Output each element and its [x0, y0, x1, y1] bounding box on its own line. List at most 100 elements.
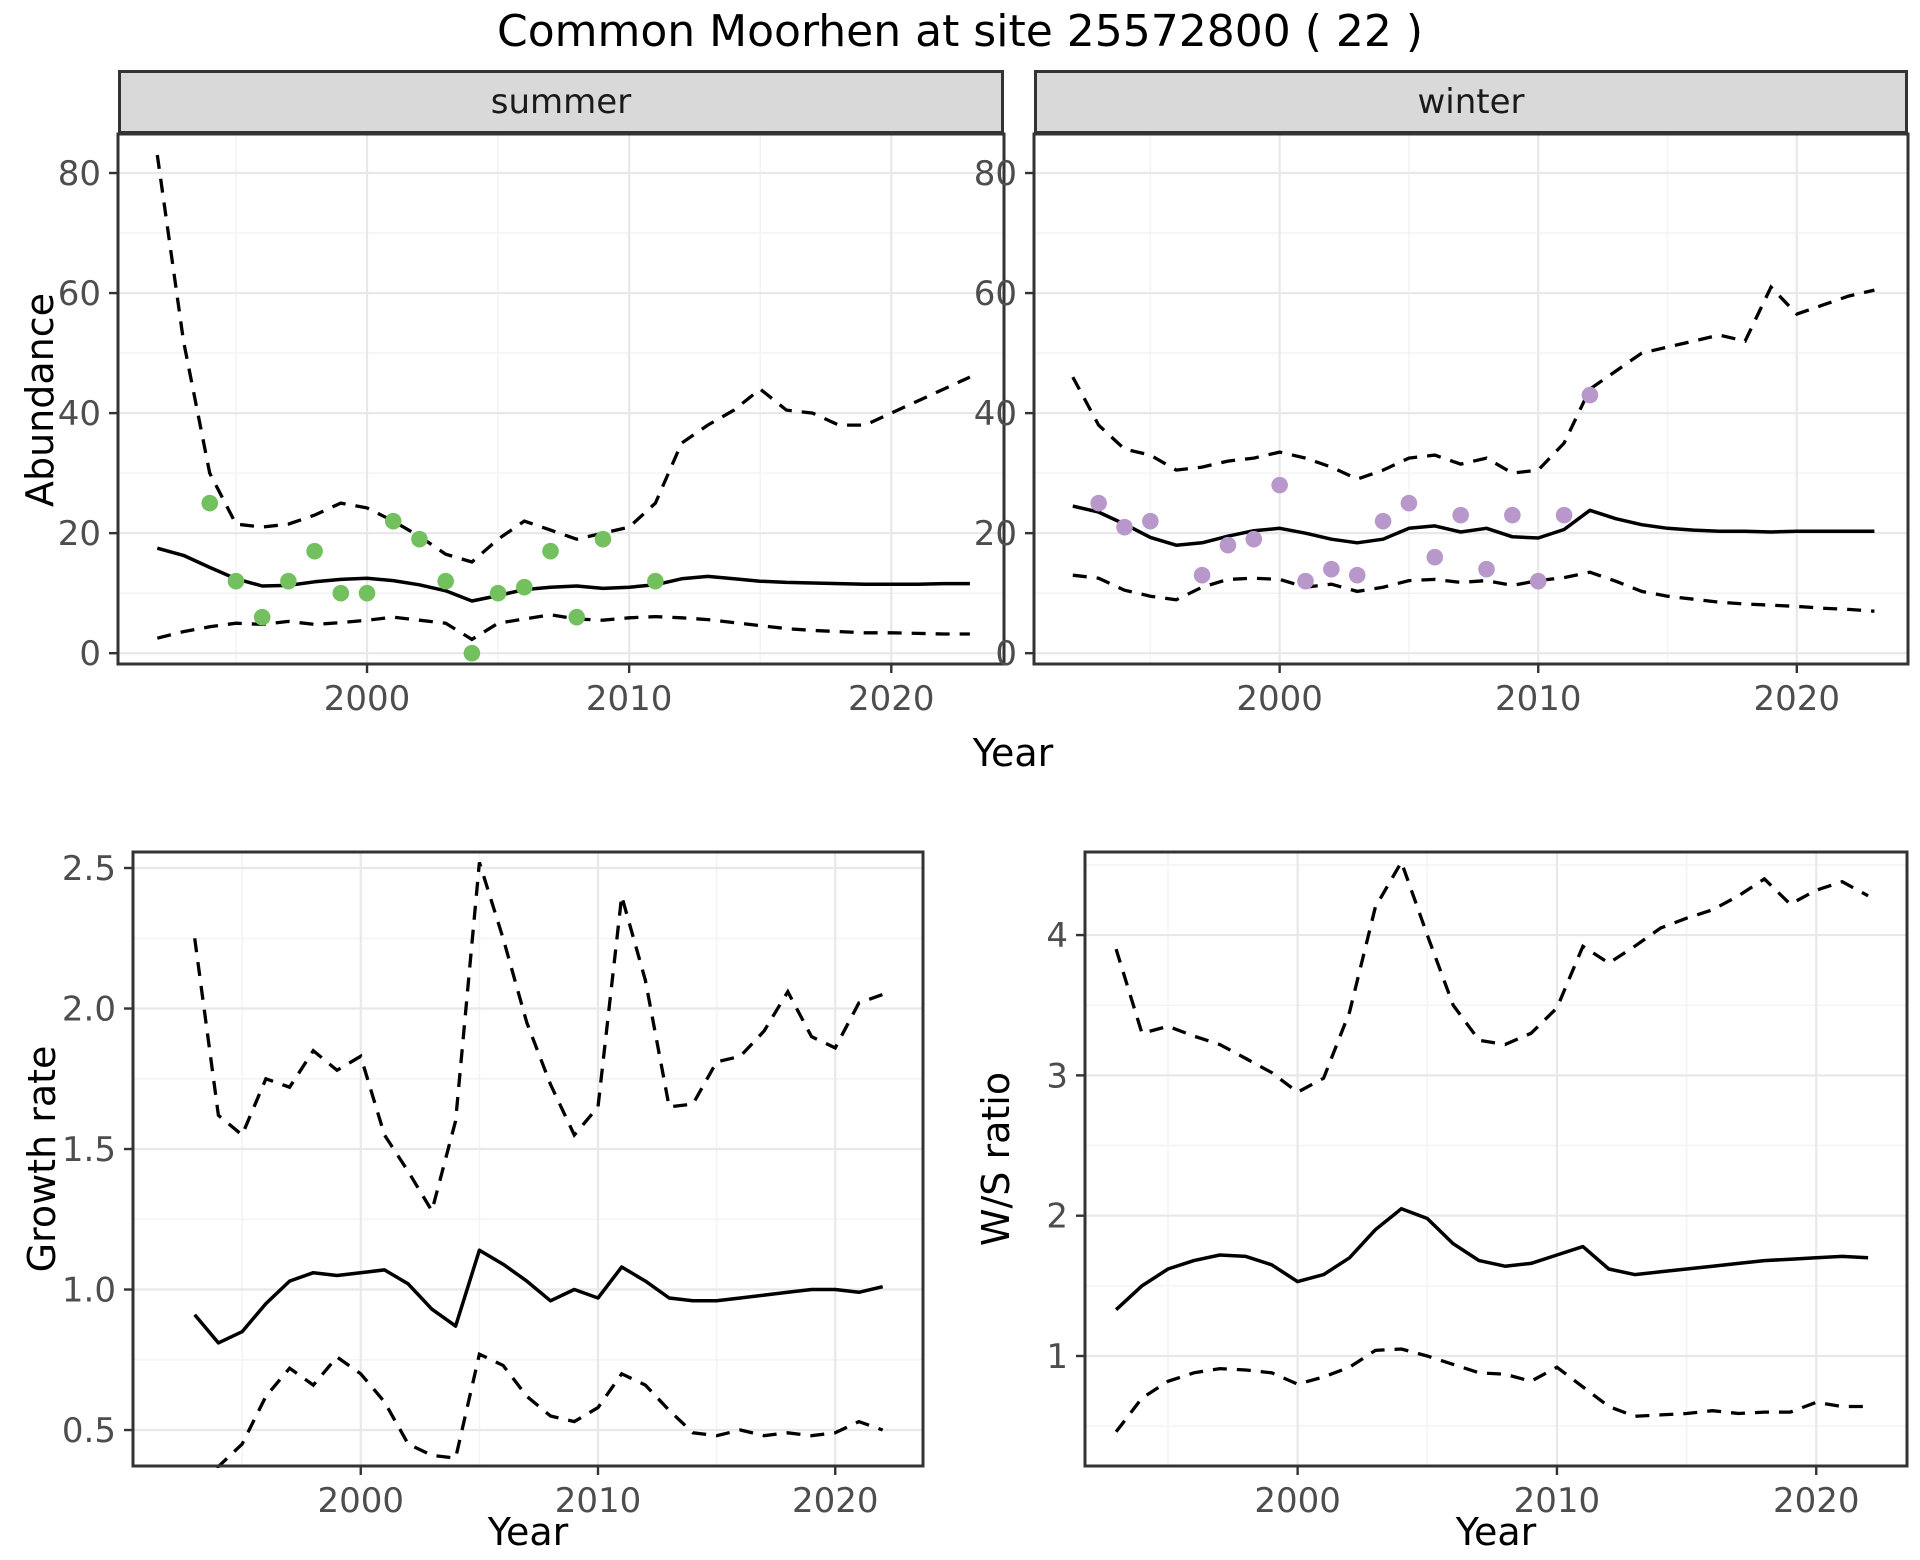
- y-tick-label: 60: [58, 274, 101, 314]
- panel-background: [133, 852, 923, 1466]
- data-point: [594, 530, 612, 548]
- data-point: [1504, 506, 1521, 524]
- data-point: [227, 572, 245, 590]
- series-group: [1114, 858, 1869, 1433]
- data-point: [1452, 506, 1469, 524]
- facet-strip-winter: winter: [1034, 70, 1908, 134]
- data-point: [1581, 386, 1599, 404]
- x-tick-label: 2020: [848, 679, 935, 719]
- panel-border: [1083, 850, 1909, 1468]
- data-point: [411, 530, 428, 548]
- y-tick-label: 0: [79, 634, 101, 674]
- growth-rate-axis-label: Growth rate: [20, 1045, 64, 1273]
- y-tick-label: 20: [974, 514, 1017, 554]
- y-tick-label: 80: [58, 154, 101, 194]
- x-tick-label: 2020: [792, 1481, 879, 1521]
- data-point: [1116, 518, 1133, 536]
- ci-lower-line: [1072, 570, 1875, 613]
- fit-line: [193, 1248, 884, 1345]
- ci-lower-line: [211, 1351, 884, 1468]
- fit-line: [1114, 1206, 1869, 1311]
- x-tick-label: 2010: [1514, 1481, 1601, 1521]
- y-tick-label: 60: [974, 274, 1017, 314]
- y-tick-label: 1: [1046, 1337, 1068, 1377]
- ci-upper-line: [1071, 284, 1875, 481]
- ci-lower-line: [156, 613, 970, 642]
- ws-ratio-axis-label: W/S ratio: [974, 1071, 1018, 1247]
- y-tick-label: 2.5: [62, 849, 116, 889]
- data-point: [280, 572, 297, 590]
- data-point: [1323, 560, 1340, 578]
- data-point: [358, 584, 376, 602]
- facet-strip-winter-label: winter: [1417, 82, 1525, 122]
- data-point: [201, 494, 219, 512]
- panel-background: [1085, 852, 1907, 1466]
- x-tick-label: 2000: [317, 1481, 404, 1521]
- data-point: [568, 608, 586, 626]
- ws-ratio-plot: 2000 2010 2020 1 2 3 4: [1046, 850, 1909, 1521]
- y-tick-label: 1.0: [62, 1271, 116, 1311]
- fit-line: [1072, 504, 1875, 547]
- ci-upper-line: [1114, 858, 1869, 1095]
- summer-abundance-plot: 2000 2010 2020 0 20 40 60 80: [58, 132, 1006, 719]
- data-point: [1348, 566, 1366, 584]
- panel-border: [116, 132, 1006, 666]
- data-point: [1426, 548, 1444, 566]
- panel-background: [1034, 134, 1908, 664]
- panel-background: [118, 134, 1004, 664]
- data-point: [1090, 494, 1107, 512]
- facet-strip-summer-label: summer: [490, 82, 632, 122]
- x-tick-label: 2020: [1773, 1481, 1860, 1521]
- x-tick-label: 2000: [1236, 679, 1323, 719]
- series-group: [193, 861, 884, 1468]
- year-axis-label-bottom-left: Year: [487, 1510, 569, 1554]
- x-tick-label: 2010: [1495, 679, 1582, 719]
- y-tick-label: 0: [995, 634, 1017, 674]
- series-group: [1071, 284, 1875, 613]
- data-point: [1271, 476, 1288, 494]
- series-group: [155, 154, 971, 662]
- x-tick-label: 2010: [555, 1481, 642, 1521]
- ci-lower-line: [1114, 1347, 1869, 1433]
- data-point: [489, 584, 507, 602]
- y-tick-label: 2: [1046, 1197, 1068, 1237]
- data-point: [1529, 572, 1547, 590]
- y-tick-label: 80: [974, 154, 1017, 194]
- y-tick-label: 2.0: [62, 990, 116, 1030]
- x-tick-label: 2010: [586, 679, 673, 719]
- ci-upper-line: [155, 154, 971, 564]
- y-tick-label: 3: [1046, 1056, 1068, 1096]
- data-point: [384, 512, 402, 530]
- y-tick-label: 4: [1046, 916, 1068, 956]
- data-point: [437, 572, 454, 590]
- data-point: [463, 644, 481, 662]
- data-point: [332, 584, 350, 602]
- data-point: [1245, 530, 1263, 548]
- data-point: [253, 608, 271, 626]
- y-tick-label: 40: [974, 394, 1017, 434]
- data-point: [1193, 566, 1211, 584]
- data-point: [1297, 572, 1314, 590]
- growth-rate-plot: 2000 2010 2020 0.5 1.0 1.5 2.0 2.5: [62, 849, 925, 1521]
- data-point: [1478, 560, 1495, 578]
- facet-strip-summer: summer: [118, 70, 1004, 134]
- y-tick-label: 1.5: [62, 1130, 116, 1170]
- data-point: [1374, 512, 1392, 530]
- x-tick-label: 2000: [324, 679, 411, 719]
- y-tick-label: 0.5: [62, 1411, 116, 1451]
- data-point: [1555, 506, 1573, 524]
- data-point: [306, 542, 323, 560]
- x-tick-label: 2000: [1254, 1481, 1341, 1521]
- data-point: [516, 578, 533, 596]
- panel-border: [1032, 132, 1910, 666]
- panel-border: [131, 850, 925, 1468]
- data-point: [647, 572, 664, 590]
- abundance-axis-label: Abundance: [18, 292, 62, 508]
- x-tick-label: 2020: [1754, 679, 1841, 719]
- data-point: [1219, 536, 1237, 554]
- data-point: [1142, 512, 1159, 530]
- y-tick-label: 40: [58, 394, 101, 434]
- year-axis-label-bottom-right: Year: [1455, 1510, 1537, 1554]
- data-point: [542, 542, 559, 560]
